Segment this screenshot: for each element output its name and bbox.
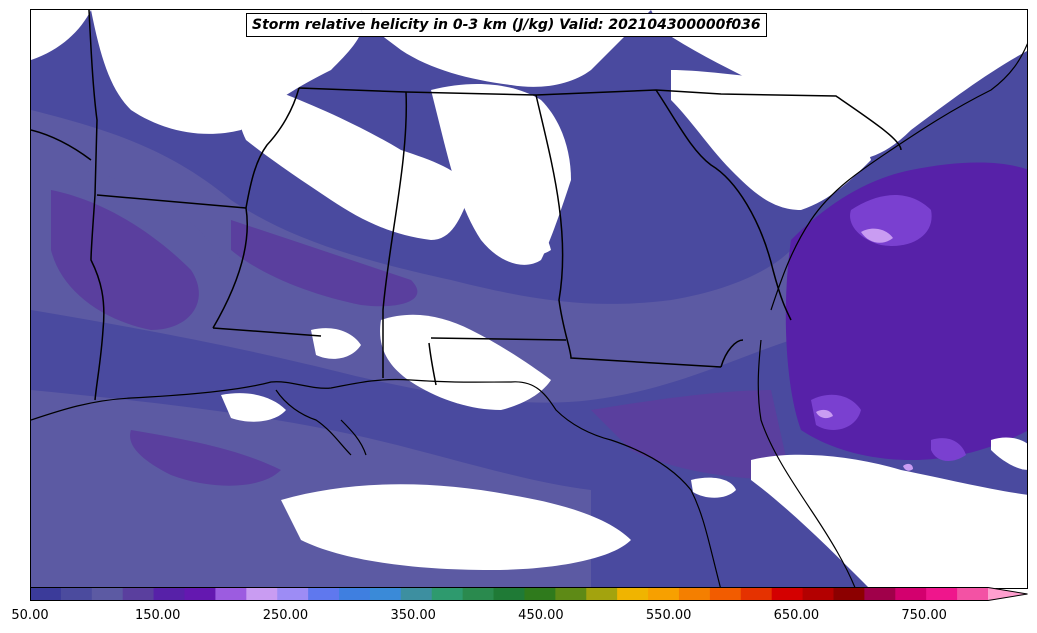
colorbar-segment [895,587,927,601]
srh-shading-peak [816,228,913,471]
map-title: Storm relative helicity in 0-3 km (J/kg)… [246,13,767,37]
colorbar-tick-label: 250.00 [262,608,309,623]
colorbar-segment [524,587,556,601]
colorbar-segment [431,587,464,601]
colorbar-tick-label: 350.00 [390,608,436,623]
colorbar-segment [153,587,186,601]
colorbar-tick-label: 650.00 [773,608,820,623]
colorbar-segment [277,587,309,601]
colorbar-tick-label: 50.00 [11,608,49,623]
colorbar-segment [339,587,371,601]
colorbar-segment [833,587,865,601]
colorbar-segment [122,587,155,601]
state-borders [31,10,902,401]
colorbar-tick-label: 550.00 [645,608,692,623]
srh-shading-max [811,195,966,462]
colorbar-segment [369,587,402,601]
colorbar-segment [60,587,93,601]
colorbar-segment [555,587,587,601]
colorbar-segment [926,587,958,601]
map-canvas [31,10,1027,588]
colorbar-segment [740,587,773,601]
coastline [31,43,1027,588]
colorbar-segment [957,587,989,601]
colorbar-segment [802,587,834,601]
colorbar-tick-label: 150.00 [134,608,181,623]
colorbar-outline [30,587,1028,601]
colorbar-segment [771,587,804,601]
colorbar-extend-arrow [988,587,1028,601]
colorbar-segment [308,587,340,601]
colorbar-segment [617,587,649,601]
colorbar-tick-label: 750.00 [901,608,947,623]
colorbar-segment [586,587,618,601]
colorbar-segment [215,587,247,601]
colorbar-tick-label: 450.00 [518,608,564,623]
colorbar-segment [864,587,896,601]
map-panel [30,9,1028,589]
colorbar-segment [648,587,680,601]
colorbar-segment [30,587,62,601]
colorbar-segment [246,587,278,601]
colorbar-segment [493,587,525,601]
colorbar-segment [184,587,216,601]
colorbar-segment [709,587,742,601]
colorbar-segment [400,587,433,601]
colorbar [30,587,1028,601]
srh-shading-strong [785,162,1027,460]
colorbar-segment [462,587,495,601]
colorbar-segment [91,587,124,601]
colorbar-segment [678,587,711,601]
srh-shading-purple [51,190,791,486]
